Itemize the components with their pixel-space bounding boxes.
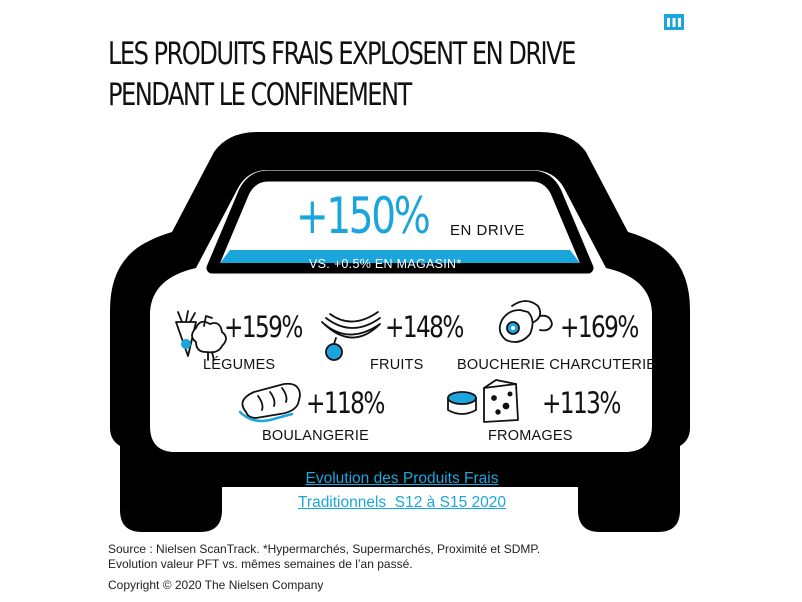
cheese-icon <box>447 379 519 423</box>
category-label-boucherie: BOUCHERIE CHARCUTERIE <box>457 357 657 373</box>
title-line-1: LES PRODUITS FRAIS EXPLOSENT EN DRIVE <box>108 36 576 72</box>
nielsen-logo-icon <box>664 14 684 30</box>
windshield <box>206 170 594 274</box>
comparison-band <box>220 250 580 263</box>
category-label-legumes: LÉGUMES <box>203 357 276 373</box>
evolution-link[interactable]: Evolution des Produits Frais Traditionne… <box>269 467 535 515</box>
page-title: LES PRODUITS FRAIS EXPLOSENT EN DRIVE PE… <box>108 34 576 116</box>
source-line-1: Source : Nielsen ScanTrack. *Hypermarché… <box>108 542 541 556</box>
headline-label: EN DRIVE <box>450 222 525 239</box>
copyright: Copyright © 2020 The Nielsen Company <box>108 578 324 592</box>
category-value-fruits: +148% <box>385 310 464 344</box>
evolution-link-line-1: Evolution des Produits Frais <box>305 470 499 487</box>
title-line-2: PENDANT LE CONFINEMENT <box>108 77 412 113</box>
category-value-fromages: +113% <box>542 386 621 420</box>
category-label-boulangerie: BOULANGERIE <box>262 428 369 444</box>
source-line-2: Evolution valeur PFT vs. mêmes semaines … <box>108 557 413 571</box>
car-interior <box>150 170 652 452</box>
category-value-boulangerie: +118% <box>306 386 385 420</box>
headline-value: +150% <box>296 187 431 245</box>
comparison-text: VS. +0.5% EN MAGASIN* <box>309 257 462 271</box>
source-note: Source : Nielsen ScanTrack. *Hypermarché… <box>108 542 540 572</box>
meat-icon <box>498 300 553 343</box>
category-label-fromages: FROMAGES <box>488 428 573 444</box>
evolution-link-line-2: Traditionnels S12 à S15 2020 <box>298 494 506 511</box>
bread-icon <box>238 382 301 423</box>
category-value-legumes: +159% <box>224 310 303 344</box>
fruits-icon <box>321 311 381 361</box>
vegetables-icon <box>175 310 227 361</box>
category-value-boucherie: +169% <box>560 310 639 344</box>
category-label-fruits: FRUITS <box>370 357 424 373</box>
